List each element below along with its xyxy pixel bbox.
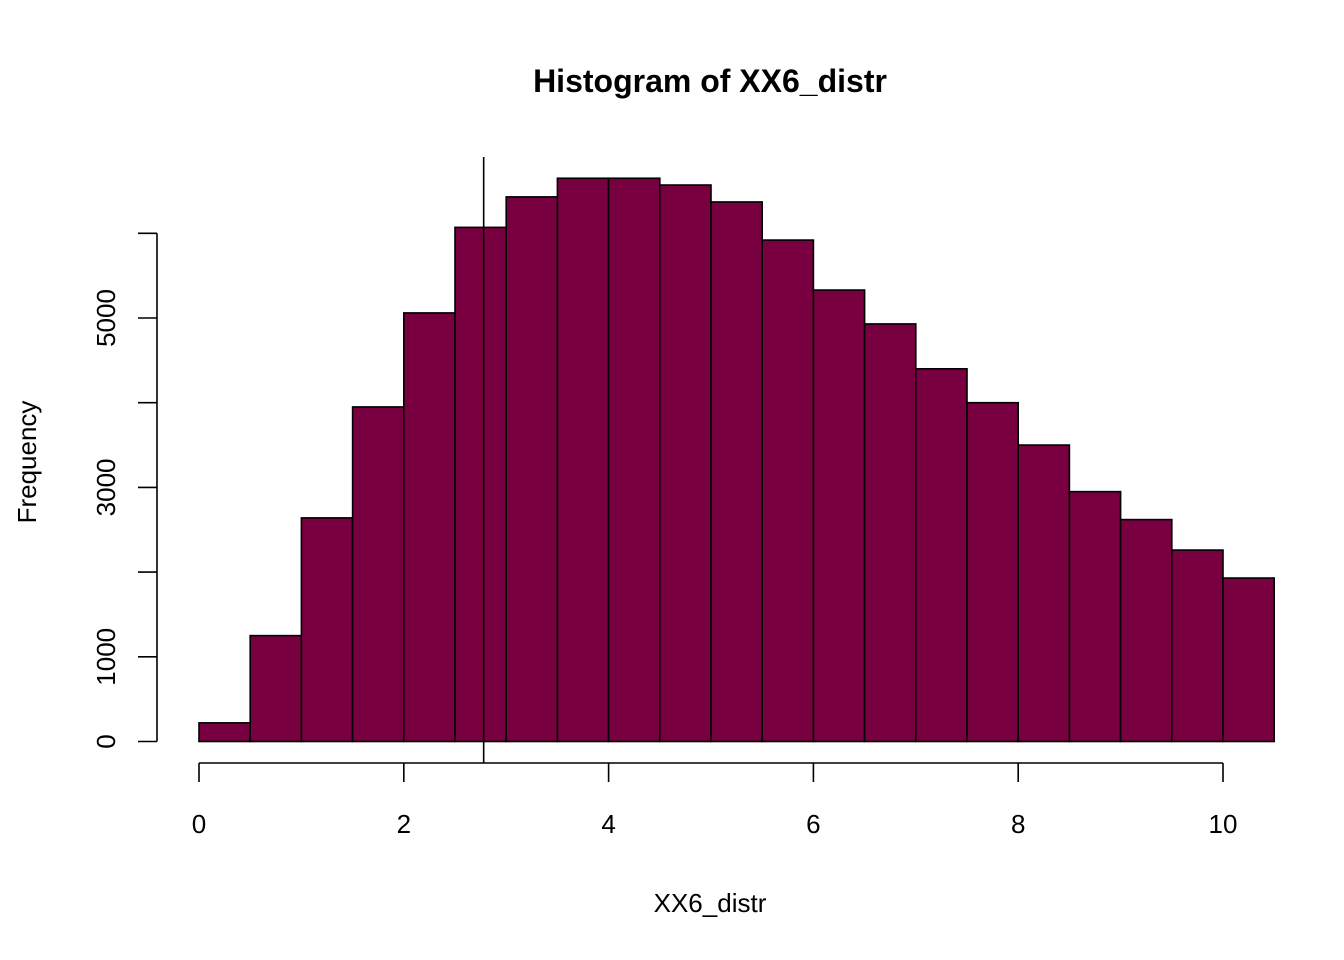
- histogram-bar-18: [1119, 518, 1173, 743]
- histogram-bar-2: [300, 517, 354, 743]
- histogram-bar-4: [402, 312, 456, 743]
- x-axis: 0 2 4 6 8 10: [192, 762, 1238, 839]
- histogram-bar-6: [505, 196, 559, 743]
- histogram-bar-1: [249, 634, 303, 743]
- histogram-bar-14: [914, 368, 968, 743]
- y-axis-label: Frequency: [12, 401, 42, 524]
- y-tick-label-0: 0: [91, 734, 121, 748]
- chart-title: Histogram of XX6_distr: [533, 63, 887, 99]
- histogram-bar-7: [556, 177, 610, 743]
- histogram-bar-9: [658, 184, 712, 743]
- histogram-bar-5: [454, 226, 508, 743]
- x-tick-label-10: 10: [1209, 809, 1238, 839]
- x-axis-label: XX6_distr: [654, 888, 767, 918]
- histogram-bar-17: [1068, 490, 1122, 743]
- histogram-bar-0: [198, 722, 252, 743]
- x-tick-label-2: 2: [397, 809, 411, 839]
- y-tick-label-1000: 1000: [91, 628, 121, 686]
- histogram-bar-10: [710, 201, 764, 743]
- bars-group: [198, 177, 1276, 743]
- histogram-bar-19: [1171, 549, 1224, 743]
- histogram-bar-8: [607, 177, 661, 743]
- y-axis: 0 1000 3000 5000: [91, 232, 158, 749]
- x-tick-label-4: 4: [601, 809, 615, 839]
- y-tick-label-3000: 3000: [91, 458, 121, 516]
- histogram-bar-11: [761, 239, 815, 743]
- histogram-bar-16: [1017, 444, 1071, 743]
- y-tick-label-5000: 5000: [91, 289, 121, 347]
- x-tick-label-8: 8: [1011, 809, 1025, 839]
- x-tick-label-0: 0: [192, 809, 206, 839]
- x-tick-label-6: 6: [806, 809, 820, 839]
- histogram-bar-20: [1222, 577, 1276, 743]
- histogram-bar-3: [351, 406, 405, 743]
- histogram-bar-13: [863, 323, 917, 743]
- histogram-bar-12: [812, 289, 866, 743]
- histogram-bar-15: [966, 401, 1020, 743]
